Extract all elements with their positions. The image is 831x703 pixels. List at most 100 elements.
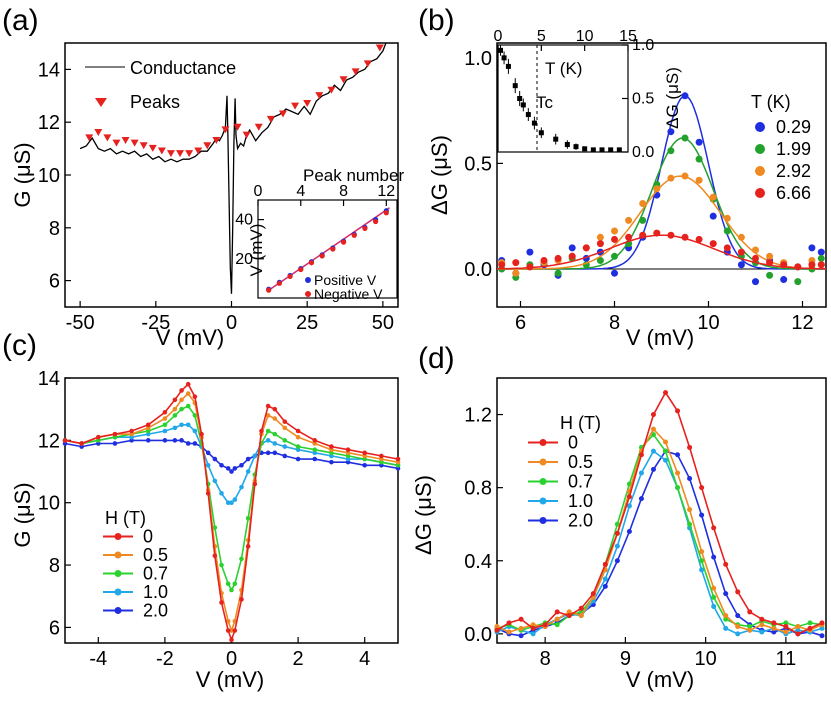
data-point — [232, 466, 238, 471]
inset-data-point — [608, 147, 614, 153]
data-point — [526, 263, 534, 271]
data-point — [252, 481, 258, 487]
data-point — [219, 462, 224, 468]
data-point — [794, 263, 802, 271]
peak-marker — [121, 136, 130, 144]
data-point — [582, 244, 590, 252]
data-point — [675, 452, 681, 458]
data-point — [265, 438, 271, 443]
peak-marker — [176, 150, 185, 158]
panel-label-c: (c) — [2, 329, 37, 362]
data-point — [771, 620, 777, 626]
data-point — [282, 453, 288, 459]
legend-title: H (T) — [560, 413, 601, 433]
data-point — [530, 631, 536, 637]
peak-marker — [315, 92, 324, 100]
y-tick-label: 40 — [235, 212, 253, 229]
data-point — [663, 457, 669, 463]
data-point — [554, 254, 562, 262]
data-point — [518, 633, 524, 639]
x-tick-label: -50 — [66, 312, 95, 334]
x-tick-label: 4 — [359, 648, 370, 670]
y-axis-label: ΔG (μS) — [411, 475, 436, 555]
inset-data-point — [340, 239, 347, 245]
legend-marker — [539, 458, 547, 466]
peak-marker — [112, 139, 121, 147]
data-point — [650, 426, 656, 432]
inset-data-point — [383, 210, 389, 216]
peak-marker — [103, 134, 112, 142]
chart-panel-a: -50 -25 0 25 50 6 8 10 12 14 V (mV) G (μS) Conductan… — [10, 42, 404, 350]
x-tick-label: -4 — [89, 648, 107, 670]
data-point — [295, 444, 301, 449]
data-point — [752, 278, 759, 286]
peak-marker — [242, 131, 251, 139]
chart-panel-b: 6 8 10 12 0.0 0.5 1.0 V (mV) ΔG (μS) T (K) 0.291.9… — [427, 28, 827, 350]
legend-title: T (K) — [751, 92, 791, 112]
x-tick-label: 9 — [620, 648, 631, 670]
data-point — [225, 628, 231, 633]
peak-marker — [233, 123, 242, 131]
data-point — [345, 447, 351, 453]
data-point — [780, 276, 788, 284]
data-point — [687, 476, 693, 482]
data-point — [819, 625, 825, 631]
data-point — [794, 278, 802, 286]
x-tick-label: -2 — [156, 648, 174, 670]
data-point — [817, 254, 825, 262]
data-point — [759, 622, 765, 628]
peak-marker — [157, 147, 166, 155]
data-point — [638, 470, 644, 476]
data-point — [638, 452, 644, 458]
data-point — [614, 521, 620, 527]
data-point — [817, 248, 825, 256]
data-point — [650, 448, 656, 454]
data-point — [526, 248, 534, 256]
data-point — [282, 425, 288, 431]
data-point — [162, 428, 168, 434]
data-point — [554, 622, 560, 628]
data-point — [225, 466, 231, 471]
data-point — [614, 558, 620, 564]
data-point — [145, 422, 151, 428]
data-point — [205, 491, 211, 496]
y-tick-label: 0.0 — [632, 144, 654, 161]
series-line — [496, 391, 823, 635]
data-point — [185, 381, 191, 387]
x-tick-label: 12 — [377, 183, 395, 200]
data-point — [96, 434, 101, 440]
data-point — [506, 629, 512, 635]
data-point — [229, 469, 234, 474]
data-point — [205, 450, 211, 456]
data-point — [709, 212, 717, 220]
series-line — [496, 449, 823, 635]
data-point — [699, 512, 705, 518]
legend-label: 0.5 — [143, 545, 168, 565]
data-point — [695, 176, 703, 184]
series-line — [64, 382, 399, 643]
data-point — [766, 271, 774, 279]
conductance-line — [79, 42, 387, 294]
legend-label: 0.5 — [568, 452, 593, 472]
data-point — [245, 469, 251, 474]
y-tick-label: 20 — [235, 251, 253, 268]
data-point — [747, 627, 753, 633]
data-point — [554, 269, 562, 277]
y-tick-label: 12 — [38, 112, 60, 134]
data-point — [212, 478, 218, 484]
data-point — [62, 438, 68, 443]
inset-data-point — [538, 130, 544, 136]
data-point — [752, 246, 759, 254]
data-point — [638, 496, 644, 502]
y-tick-label: 1.0 — [632, 37, 654, 54]
inset-data-point — [553, 136, 559, 142]
legend-label: 0.7 — [568, 472, 593, 492]
plot-frame — [496, 377, 827, 644]
data-point — [229, 637, 234, 643]
series-line — [496, 450, 823, 637]
data-point — [747, 609, 753, 615]
data-point — [766, 252, 774, 260]
peak-marker — [278, 110, 287, 118]
data-point — [687, 521, 693, 527]
peak-marker — [254, 123, 263, 131]
